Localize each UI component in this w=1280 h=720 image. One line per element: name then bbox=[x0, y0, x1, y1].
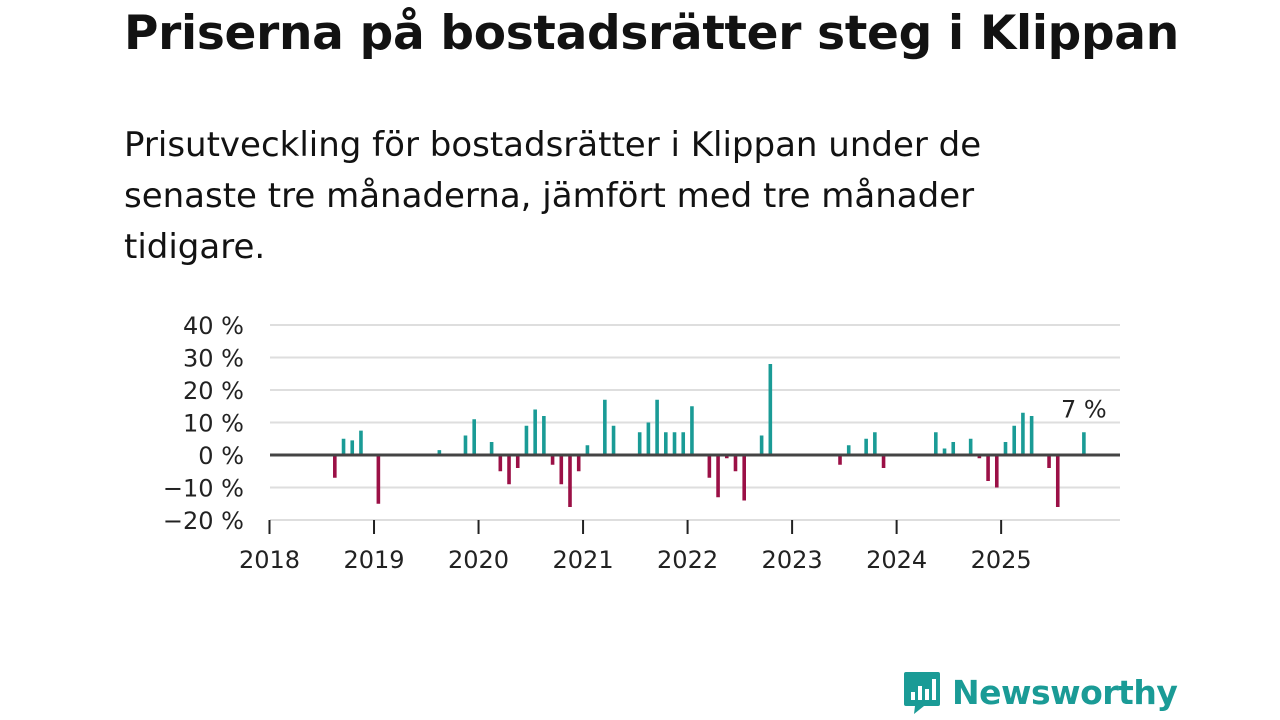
x-tick-label: 2018 bbox=[239, 546, 300, 574]
bar bbox=[655, 399, 659, 455]
bar bbox=[1055, 455, 1060, 507]
x-tick-label: 2021 bbox=[553, 546, 614, 574]
bar bbox=[559, 455, 564, 485]
bar bbox=[507, 455, 511, 485]
bar bbox=[1012, 425, 1017, 455]
y-tick-label: 10 % bbox=[183, 410, 244, 438]
y-tick-label: −10 % bbox=[163, 475, 244, 503]
bar bbox=[664, 432, 668, 455]
x-tick-label: 2022 bbox=[657, 546, 718, 574]
bar bbox=[681, 432, 686, 455]
bar bbox=[873, 432, 877, 455]
gridlines bbox=[270, 324, 1120, 521]
y-tick-label: 40 % bbox=[183, 312, 244, 340]
bar bbox=[568, 455, 572, 507]
bar bbox=[524, 425, 529, 455]
bar bbox=[376, 455, 381, 504]
bar bbox=[942, 448, 947, 455]
bar bbox=[986, 455, 990, 481]
bar bbox=[611, 425, 616, 455]
bar bbox=[603, 399, 607, 455]
x-tick-label: 2024 bbox=[866, 546, 927, 574]
x-tick-label: 2025 bbox=[971, 546, 1032, 574]
bar bbox=[881, 455, 886, 468]
newsworthy-logo: Newsworthy bbox=[902, 670, 1178, 714]
bar bbox=[542, 416, 546, 455]
bar bbox=[1047, 455, 1051, 468]
bar bbox=[1003, 442, 1008, 455]
bar bbox=[759, 435, 764, 455]
bar bbox=[846, 445, 851, 455]
bar bbox=[707, 455, 712, 478]
bar bbox=[637, 432, 642, 455]
page-subtitle: Prisutveckling för bostadsrätter i Klipp… bbox=[124, 125, 982, 267]
last-value-label: 7 % bbox=[1061, 395, 1107, 423]
y-tick-label: −20 % bbox=[163, 507, 244, 535]
bars bbox=[324, 364, 1086, 507]
bar bbox=[864, 438, 868, 455]
x-tick-label: 2019 bbox=[343, 546, 404, 574]
bar bbox=[951, 442, 956, 455]
bar bbox=[350, 440, 355, 456]
bar bbox=[437, 450, 442, 456]
bar bbox=[768, 364, 773, 455]
bar bbox=[463, 435, 468, 455]
price-change-bar-chart: 40 %30 %20 %10 %0 %−10 %−20 % 2018 2019 20… bbox=[163, 312, 1120, 574]
bar bbox=[977, 455, 982, 459]
newsworthy-logo-icon bbox=[904, 672, 940, 714]
brand-name: Newsworthy bbox=[952, 672, 1178, 712]
bar bbox=[341, 438, 346, 455]
bar bbox=[742, 455, 746, 501]
bar bbox=[489, 442, 494, 455]
bar bbox=[646, 422, 651, 455]
bar bbox=[934, 432, 938, 455]
bar bbox=[359, 430, 363, 456]
bar bbox=[733, 455, 738, 472]
bar bbox=[690, 406, 694, 455]
bar bbox=[472, 419, 476, 455]
bar bbox=[672, 432, 677, 455]
bar bbox=[333, 455, 337, 478]
bar bbox=[838, 455, 842, 465]
page-title: Priserna på bostadsrätter steg i Klippan bbox=[124, 6, 1179, 61]
bar bbox=[716, 455, 720, 498]
y-tick-label: 30 % bbox=[183, 345, 244, 373]
bar bbox=[585, 445, 590, 455]
bar bbox=[994, 455, 999, 488]
bar bbox=[533, 409, 537, 455]
bar bbox=[1082, 432, 1086, 455]
x-axis-ticks: 2018 2019 2020 2021 2022 2023 2024 2025 bbox=[239, 520, 1032, 574]
bar bbox=[498, 455, 503, 472]
x-tick-label: 2020 bbox=[448, 546, 509, 574]
bar bbox=[968, 438, 973, 455]
x-tick-label: 2023 bbox=[762, 546, 823, 574]
y-axis-ticks: 40 % 30 % 20 % 10 % 0 % −10 % −20 % bbox=[163, 312, 244, 535]
y-tick-label: 20 % bbox=[183, 377, 244, 405]
bar bbox=[1029, 416, 1034, 455]
bar bbox=[724, 455, 729, 459]
y-tick-label: 0 % bbox=[198, 442, 244, 470]
bar bbox=[515, 455, 520, 468]
bar bbox=[576, 455, 581, 472]
bar bbox=[1021, 412, 1025, 455]
bar bbox=[550, 455, 555, 465]
